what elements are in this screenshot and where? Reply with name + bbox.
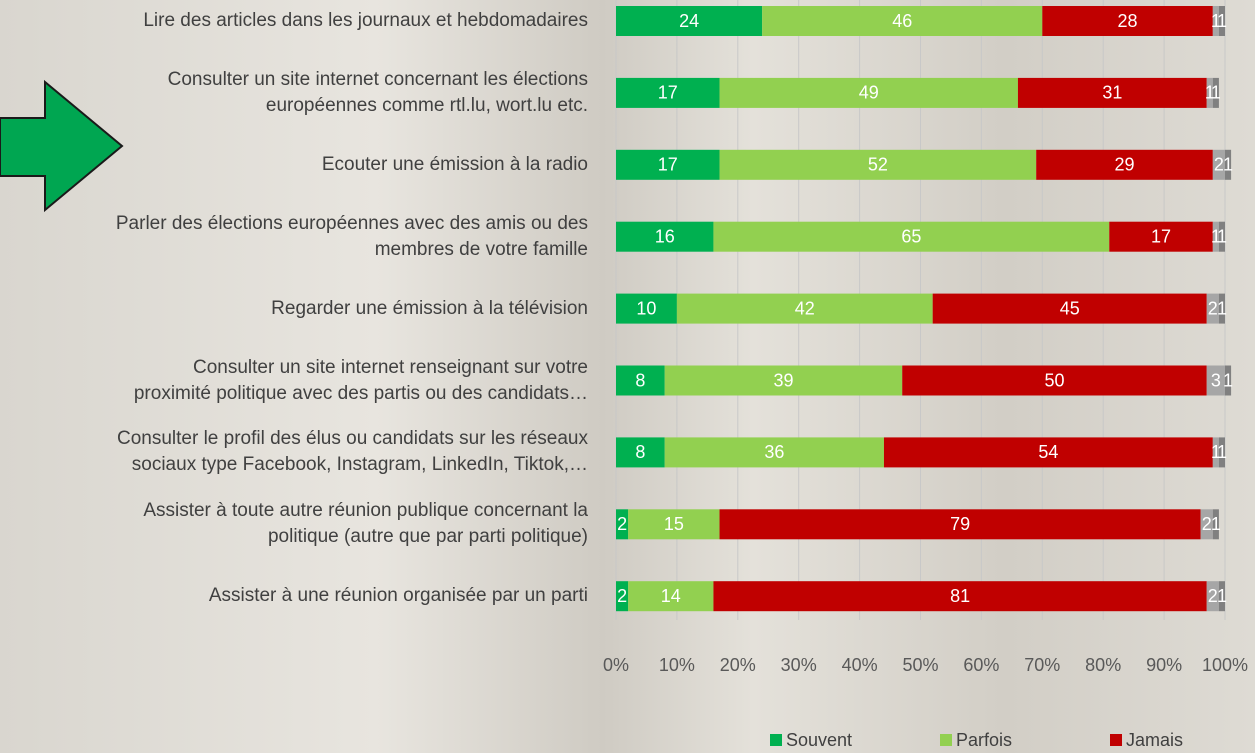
data-label: 1	[1217, 442, 1227, 462]
data-label: 15	[664, 514, 684, 534]
data-label: 14	[661, 586, 681, 606]
category-label: Consulter un site internet renseignant s…	[0, 355, 588, 407]
data-label: 50	[1044, 370, 1064, 390]
x-tick-label: 10%	[659, 655, 695, 675]
x-tick-label: 40%	[842, 655, 878, 675]
data-label: 1	[1217, 298, 1227, 318]
legend-swatch	[770, 734, 782, 746]
data-label: 45	[1060, 298, 1080, 318]
page: 0%10%20%30%40%50%60%70%80%90%100%2446281…	[0, 0, 1255, 753]
data-label: 1	[1217, 11, 1227, 31]
data-label: 36	[764, 442, 784, 462]
category-label: Assister à toute autre réunion publique …	[0, 498, 588, 550]
data-label: 65	[901, 226, 921, 246]
data-label: 46	[892, 11, 912, 31]
x-tick-label: 30%	[781, 655, 817, 675]
data-label: 10	[636, 298, 656, 318]
x-tick-label: 0%	[603, 655, 629, 675]
data-label: 8	[635, 370, 645, 390]
data-label: 17	[658, 83, 678, 103]
data-label: 1	[1217, 226, 1227, 246]
x-tick-label: 100%	[1202, 655, 1248, 675]
data-label: 1	[1223, 155, 1233, 175]
data-label: 17	[658, 155, 678, 175]
data-label: 31	[1102, 83, 1122, 103]
data-label: 1	[1223, 370, 1233, 390]
data-label: 24	[679, 11, 699, 31]
data-label: 16	[655, 226, 675, 246]
x-tick-label: 20%	[720, 655, 756, 675]
legend-label: Parfois	[956, 730, 1012, 750]
category-label: Parler des élections européennes avec de…	[0, 211, 588, 263]
data-label: 79	[950, 514, 970, 534]
x-tick-label: 50%	[902, 655, 938, 675]
data-label: 2	[617, 586, 627, 606]
data-label: 81	[950, 586, 970, 606]
data-label: 1	[1217, 586, 1227, 606]
legend-swatch	[940, 734, 952, 746]
data-label: 2	[617, 514, 627, 534]
category-label: Assister à une réunion organisée par un …	[0, 583, 588, 609]
data-label: 49	[859, 83, 879, 103]
x-tick-label: 70%	[1024, 655, 1060, 675]
legend-swatch	[1110, 734, 1122, 746]
data-label: 29	[1114, 155, 1134, 175]
data-label: 42	[795, 298, 815, 318]
data-label: 3	[1211, 370, 1221, 390]
data-label: 52	[868, 155, 888, 175]
data-label: 8	[635, 442, 645, 462]
data-label: 39	[773, 370, 793, 390]
category-label: Ecouter une émission à la radio	[0, 152, 588, 178]
category-label: Consulter un site internet concernant le…	[0, 67, 588, 119]
data-label: 17	[1151, 226, 1171, 246]
legend-label: Souvent	[786, 730, 852, 750]
data-label: 54	[1038, 442, 1058, 462]
legend-label: Jamais	[1126, 730, 1183, 750]
x-tick-label: 80%	[1085, 655, 1121, 675]
category-label: Lire des articles dans les journaux et h…	[0, 8, 588, 34]
category-label: Regarder une émission à la télévision	[0, 296, 588, 322]
data-label: 1	[1211, 514, 1221, 534]
data-label: 28	[1118, 11, 1138, 31]
category-label: Consulter le profil des élus ou candidat…	[0, 426, 588, 478]
x-tick-label: 60%	[963, 655, 999, 675]
x-tick-label: 90%	[1146, 655, 1182, 675]
data-label: 1	[1211, 83, 1221, 103]
